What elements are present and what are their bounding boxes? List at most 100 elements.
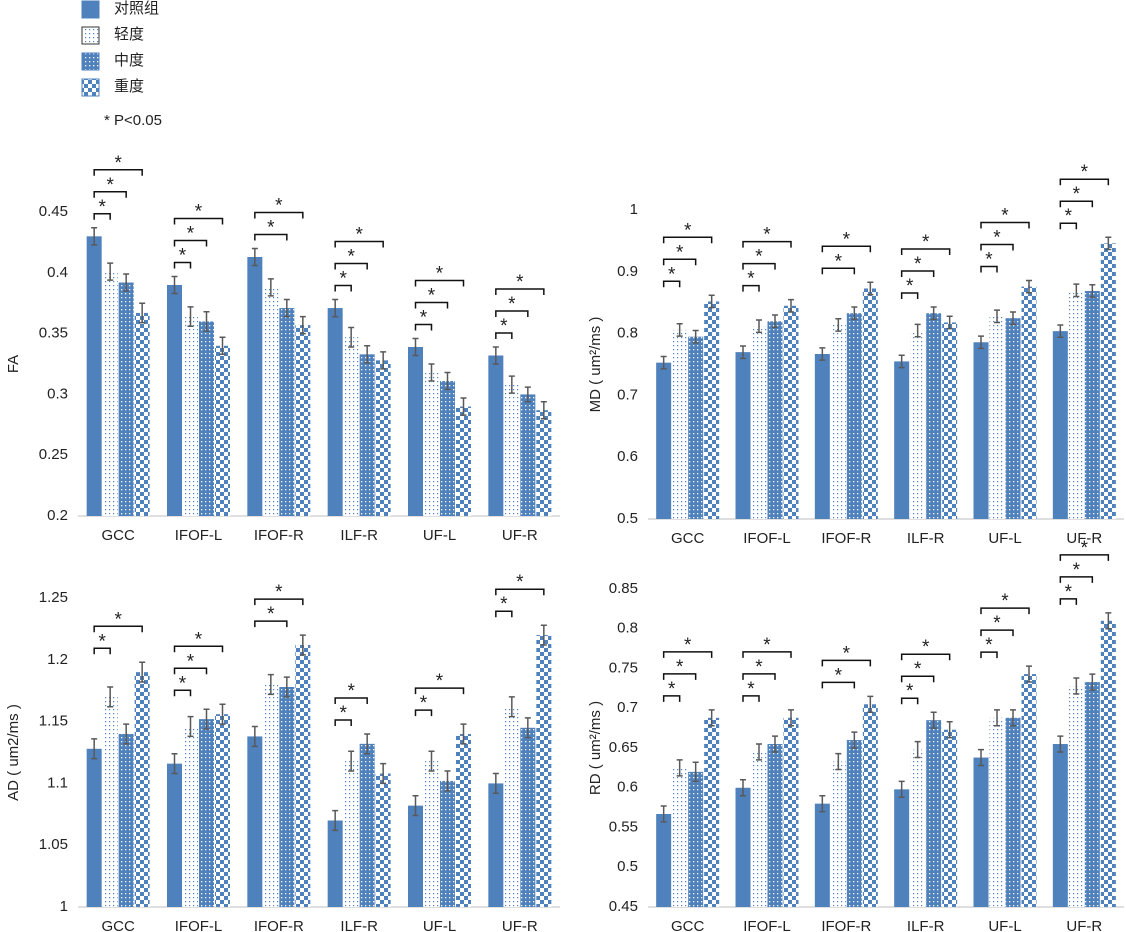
error-bar bbox=[540, 400, 547, 420]
significance-star: * bbox=[668, 679, 676, 700]
error-bar bbox=[1010, 709, 1016, 727]
significance-bracket bbox=[254, 620, 288, 628]
bar bbox=[375, 773, 391, 907]
significance-star: * bbox=[922, 232, 930, 253]
bar bbox=[263, 287, 279, 516]
error-bar bbox=[267, 673, 274, 696]
error-bar bbox=[91, 227, 98, 246]
error-bar bbox=[251, 247, 258, 267]
error-bar bbox=[348, 750, 355, 772]
significance-bracket bbox=[93, 625, 143, 633]
bar bbox=[704, 301, 720, 519]
significance-star: * bbox=[985, 635, 993, 656]
error-bar bbox=[835, 318, 842, 332]
error-bar bbox=[660, 805, 667, 823]
y-tick-label: 0.7 bbox=[617, 386, 638, 403]
bar bbox=[1084, 290, 1100, 519]
y-tick-label: 1.05 bbox=[39, 836, 68, 853]
significance-star: * bbox=[195, 629, 203, 650]
error-bar bbox=[740, 779, 746, 797]
bar bbox=[1100, 243, 1116, 519]
bar bbox=[488, 783, 504, 907]
significance-bracket bbox=[821, 681, 856, 689]
significance-star: * bbox=[428, 285, 436, 306]
error-bar bbox=[978, 335, 984, 350]
significance-bracket bbox=[334, 284, 352, 292]
significance-star: * bbox=[1073, 560, 1081, 581]
bar bbox=[926, 720, 942, 907]
significance-bracket bbox=[662, 695, 681, 702]
bar bbox=[343, 337, 359, 516]
significance-star: * bbox=[114, 153, 122, 174]
legend-label: 轻度 bbox=[114, 26, 144, 43]
significance-bracket bbox=[414, 323, 433, 331]
bar bbox=[359, 743, 375, 907]
error-bar bbox=[412, 337, 419, 357]
error-bar bbox=[788, 298, 794, 313]
bar bbox=[814, 803, 830, 907]
error-bar bbox=[978, 748, 984, 767]
error-bar bbox=[171, 752, 178, 775]
significance-bracket bbox=[1059, 576, 1094, 583]
significance-bracket bbox=[742, 673, 776, 680]
significance-bracket bbox=[821, 659, 872, 667]
bar bbox=[295, 644, 311, 907]
legend-label: 重度 bbox=[114, 78, 144, 95]
bar bbox=[1100, 620, 1116, 907]
bar bbox=[783, 305, 799, 519]
y-tick-label: 1.1 bbox=[47, 774, 68, 791]
significance-star: * bbox=[843, 643, 851, 664]
x-tick-label: GCC bbox=[671, 918, 705, 932]
error-bar bbox=[203, 708, 210, 730]
x-tick-label: UF-L bbox=[988, 918, 1021, 932]
significance-star: * bbox=[993, 613, 1001, 634]
error-bar bbox=[460, 397, 467, 416]
error-bar bbox=[123, 723, 130, 745]
y-tick-label: 1 bbox=[60, 898, 68, 915]
error-bar bbox=[492, 346, 499, 365]
error-bar bbox=[492, 772, 499, 795]
significance-bracket bbox=[173, 667, 208, 675]
error-bar bbox=[1010, 311, 1016, 326]
error-bar bbox=[380, 762, 387, 785]
error-bar bbox=[946, 315, 953, 330]
bar bbox=[408, 805, 423, 907]
error-bar bbox=[219, 336, 226, 356]
error-bar bbox=[283, 676, 290, 698]
error-bar bbox=[994, 309, 1000, 324]
y-tick-label: 0.25 bbox=[39, 446, 68, 463]
y-tick-label: 0.4 bbox=[47, 264, 68, 281]
significance-star: * bbox=[755, 657, 763, 678]
significance-star: * bbox=[835, 665, 843, 686]
bar bbox=[440, 780, 455, 907]
bar bbox=[102, 696, 118, 907]
x-tick-label: IFOF-L bbox=[175, 527, 223, 544]
error-bar bbox=[299, 634, 306, 656]
bar bbox=[704, 717, 720, 907]
error-bar bbox=[1057, 735, 1064, 753]
significance-bracket bbox=[1059, 222, 1078, 230]
legend-swatch bbox=[81, 26, 100, 45]
significance-star: * bbox=[436, 263, 444, 284]
significance-bracket bbox=[93, 169, 143, 176]
significance-bracket bbox=[1059, 554, 1110, 561]
significance-bracket bbox=[173, 217, 224, 225]
y-axis-label: FA bbox=[5, 355, 22, 373]
error-bar bbox=[251, 725, 258, 748]
significance-star: * bbox=[187, 223, 195, 244]
error-bar bbox=[508, 696, 515, 718]
significance-bracket bbox=[173, 261, 192, 269]
x-tick-label: UF-R bbox=[1066, 530, 1102, 547]
error-bar bbox=[1105, 612, 1112, 630]
y-tick-label: 1 bbox=[630, 201, 638, 218]
y-tick-label: 0.35 bbox=[39, 325, 68, 342]
bar bbox=[862, 288, 878, 519]
error-bar bbox=[676, 759, 683, 777]
y-tick-label: 0.8 bbox=[617, 325, 638, 342]
legend-label: 对照组 bbox=[114, 0, 159, 17]
y-tick-label: 0.8 bbox=[617, 620, 638, 637]
x-tick-label: GCC bbox=[101, 918, 135, 932]
error-bar bbox=[524, 717, 531, 739]
bar bbox=[134, 672, 150, 907]
bar bbox=[408, 346, 423, 516]
